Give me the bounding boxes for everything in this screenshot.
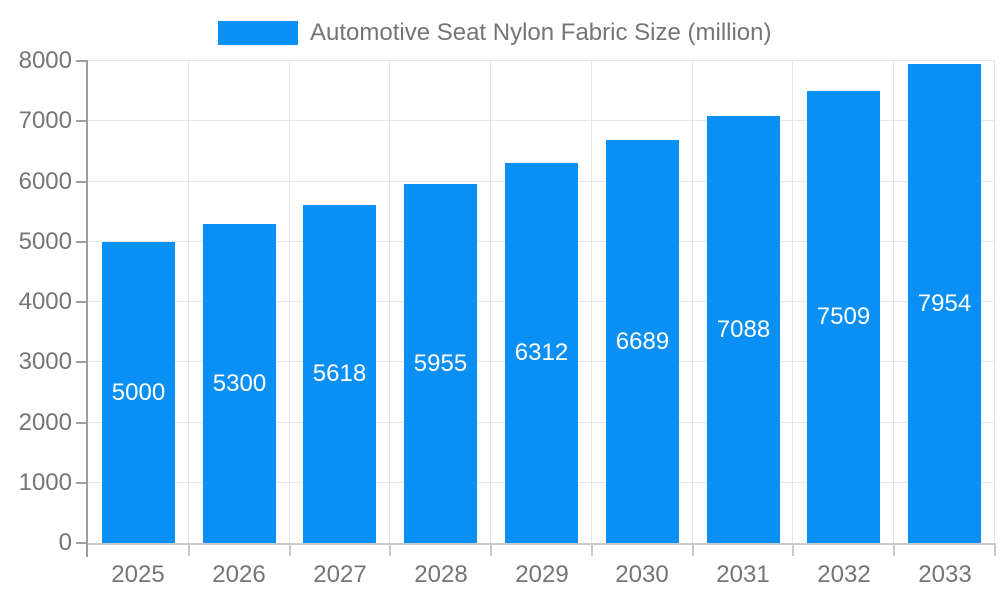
bar-2031[interactable] [707, 116, 780, 543]
y-tick [76, 301, 88, 303]
x-tick [893, 543, 895, 556]
bar-2025[interactable] [102, 242, 175, 543]
x-axis-line [88, 543, 995, 545]
bar-value-label: 6312 [514, 339, 569, 366]
x-tick [289, 543, 291, 556]
y-tick-label: 2000 [18, 408, 72, 436]
x-tick [188, 543, 190, 556]
x-tick [490, 543, 492, 556]
y-tick-label: 7000 [18, 107, 72, 135]
bar-value-label: 5000 [111, 379, 166, 406]
bar-value-label: 5618 [312, 360, 367, 387]
y-tick [76, 60, 88, 62]
x-tick [994, 543, 996, 556]
y-tick-label: 3000 [18, 348, 72, 376]
bar-2032[interactable] [807, 91, 880, 543]
x-tick-label: 2029 [515, 561, 569, 588]
x-tick-label: 2033 [918, 561, 972, 588]
bar-2029[interactable] [505, 163, 578, 543]
bar-2028[interactable] [404, 184, 477, 543]
x-tick-label: 2027 [313, 561, 367, 588]
y-tick [76, 481, 88, 484]
bar-value-label: 7088 [716, 316, 771, 343]
bar-2030[interactable] [606, 140, 679, 543]
x-tick [591, 543, 593, 556]
gridline-vertical [389, 61, 390, 543]
gridline-vertical [893, 61, 894, 543]
bar-value-label: 5955 [413, 350, 468, 377]
gridline-horizontal [88, 60, 995, 61]
y-tick [76, 361, 88, 364]
y-axis-line [86, 61, 88, 557]
x-tick-label: 2026 [212, 561, 266, 588]
y-tick-label: 8000 [18, 47, 72, 74]
gridline-vertical [289, 61, 290, 543]
y-tick [76, 120, 88, 123]
gridline-vertical [994, 61, 995, 543]
x-tick-label: 2031 [716, 561, 770, 588]
bar-2033[interactable] [908, 64, 981, 543]
y-tick-label: 6000 [18, 167, 72, 195]
y-tick-label: 5000 [18, 227, 72, 255]
gridline-vertical [692, 61, 693, 543]
bar-2026[interactable] [203, 224, 276, 543]
y-tick [76, 421, 88, 424]
bar-value-label: 5300 [212, 370, 267, 397]
gridline-vertical [490, 61, 491, 543]
plot-area: 5000 5300 5618 5955 6312 6689 7088 7509 7954 [88, 60, 995, 543]
x-tick-label: 2028 [414, 561, 468, 588]
y-tick [76, 542, 88, 544]
y-tick [76, 240, 88, 243]
y-tick [76, 180, 88, 183]
x-tick [692, 543, 694, 556]
x-tick-label: 2032 [817, 561, 871, 588]
bar-value-label: 7509 [816, 303, 871, 330]
legend[interactable]: Automotive Seat Nylon Fabric Size (milli… [218, 18, 772, 48]
x-tick-label: 2025 [111, 561, 165, 588]
legend-label: Automotive Seat Nylon Fabric Size (milli… [310, 19, 772, 46]
y-tick-label: 4000 [18, 288, 72, 315]
bar-2027[interactable] [303, 205, 376, 543]
y-tick-label: 0 [58, 529, 72, 556]
x-tick [792, 543, 794, 556]
legend-swatch [218, 21, 298, 45]
gridline-vertical [792, 61, 793, 543]
gridline-vertical [188, 61, 189, 543]
bar-value-label: 6689 [615, 328, 670, 355]
x-tick-label: 2030 [615, 561, 669, 588]
gridline-vertical [591, 61, 592, 543]
y-tick-label: 1000 [18, 468, 72, 496]
bar-value-label: 7954 [917, 290, 972, 317]
gridline-horizontal [88, 120, 995, 122]
x-tick [389, 543, 391, 556]
